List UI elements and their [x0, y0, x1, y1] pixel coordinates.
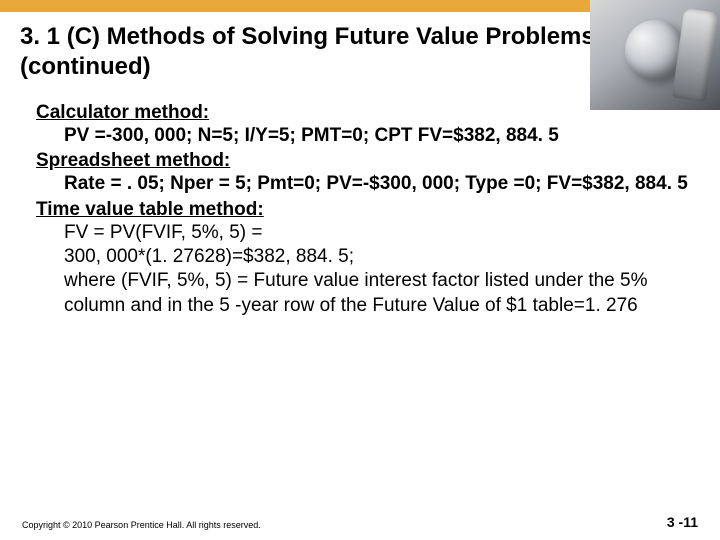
tvt-line1: FV = PV(FVIF, 5%, 5) = — [64, 221, 690, 245]
decorative-robot-wrench-image — [590, 0, 720, 110]
time-value-table-heading: Time value table method: — [36, 199, 690, 221]
slide-title: 3. 1 (C) Methods of Solving Future Value… — [20, 22, 600, 82]
spreadsheet-method-text: Rate = . 05; Nper = 5; Pmt=0; PV=-$300, … — [64, 172, 690, 196]
slide-body: Calculator method: PV =-300, 000; N=5; I… — [0, 92, 720, 318]
slide-header: 3. 1 (C) Methods of Solving Future Value… — [0, 12, 720, 92]
tvt-line3: where (FVIF, 5%, 5) = Future value inter… — [64, 269, 690, 318]
calculator-method-text: PV =-300, 000; N=5; I/Y=5; PMT=0; CPT FV… — [64, 124, 690, 148]
tvt-line2: 300, 000*(1. 27628)=$382, 884. 5; — [64, 245, 690, 269]
copyright-text: Copyright © 2010 Pearson Prentice Hall. … — [22, 520, 261, 530]
slide-footer: Copyright © 2010 Pearson Prentice Hall. … — [0, 514, 720, 530]
page-number: 3 -11 — [667, 514, 698, 530]
spreadsheet-method-heading: Spreadsheet method: — [36, 150, 690, 172]
